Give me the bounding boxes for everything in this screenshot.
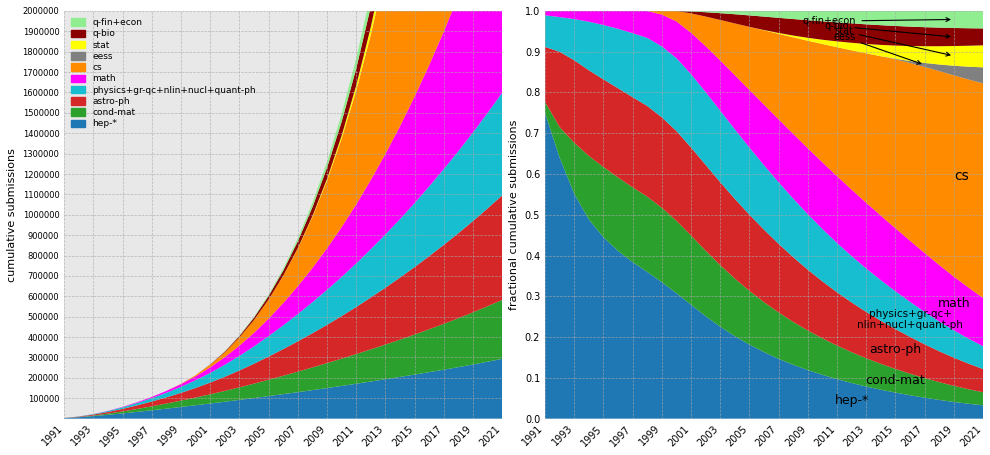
Y-axis label: fractional cumulative submissions: fractional cumulative submissions	[509, 120, 519, 310]
Text: hep-*: hep-*	[835, 394, 869, 407]
Text: q-fin+econ: q-fin+econ	[803, 16, 949, 26]
Text: math: math	[938, 297, 970, 310]
Text: stat: stat	[835, 26, 950, 56]
Text: cond-mat: cond-mat	[865, 374, 926, 387]
Legend: q-fin+econ, q-bio, stat, eess, cs, math, physics+gr-qc+nlin+nucl+quant-ph, astro: q-fin+econ, q-bio, stat, eess, cs, math,…	[68, 15, 258, 131]
Text: q-bio: q-bio	[825, 21, 949, 38]
Text: cs: cs	[953, 169, 968, 183]
Text: physics+gr-qc+
nlin+nucl+quant-ph: physics+gr-qc+ nlin+nucl+quant-ph	[857, 308, 963, 330]
Text: astro-ph: astro-ph	[869, 343, 922, 355]
Y-axis label: cumulative submissions: cumulative submissions	[7, 148, 17, 282]
Text: eess: eess	[834, 32, 921, 64]
